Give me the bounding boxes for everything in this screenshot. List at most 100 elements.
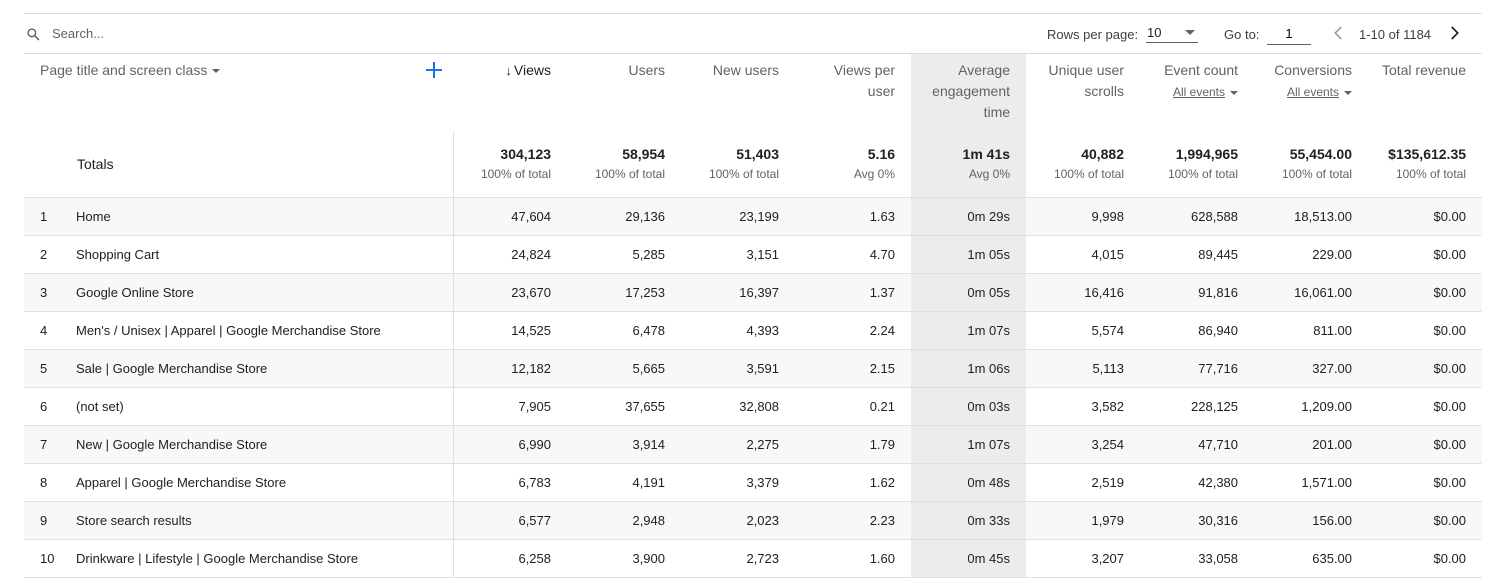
cell-avg-engagement-time: 0m 03s	[911, 387, 1027, 426]
cell-event-count: 42,380	[1140, 463, 1255, 502]
row-page-title[interactable]: Store search results	[76, 501, 454, 540]
cell-views: 23,670	[452, 273, 568, 312]
cell-total-revenue: $0.00	[1368, 349, 1483, 388]
cell-views: 6,783	[452, 463, 568, 502]
col-header-unique-user-scrolls[interactable]: Unique user scrolls	[1048, 62, 1125, 99]
cell-unique-user-scrolls: 4,015	[1026, 235, 1141, 274]
total-users: 58,954 100% of total	[567, 131, 682, 198]
total-conversions: 55,454.00 100% of total	[1254, 131, 1369, 198]
col-header-views[interactable]: ↓ Views	[505, 62, 552, 78]
row-page-title[interactable]: Shopping Cart	[76, 235, 454, 274]
table-row[interactable]: 1 Home 47,604 29,136 23,199 1.63 0m 29s …	[24, 197, 1483, 236]
cell-new-users: 3,151	[681, 235, 796, 274]
table-row[interactable]: 8 Apparel | Google Merchandise Store 6,7…	[24, 463, 1483, 502]
cell-unique-user-scrolls: 1,979	[1026, 501, 1141, 540]
cell-conversions: 811.00	[1254, 311, 1369, 350]
row-index: 8	[24, 463, 76, 502]
cell-conversions: 1,209.00	[1254, 387, 1369, 426]
table-row[interactable]: 9 Store search results 6,577 2,948 2,023…	[24, 501, 1483, 540]
cell-event-count: 86,940	[1140, 311, 1255, 350]
total-avg-engagement-time: 1m 41s Avg 0%	[911, 131, 1027, 198]
cell-views-per-user: 4.70	[795, 235, 912, 274]
row-page-title[interactable]: (not set)	[76, 387, 454, 426]
cell-avg-engagement-time: 1m 05s	[911, 235, 1027, 274]
cell-new-users: 2,275	[681, 425, 796, 464]
cell-avg-engagement-time: 0m 33s	[911, 501, 1027, 540]
add-dimension-icon[interactable]	[425, 61, 443, 79]
row-page-title[interactable]: Apparel | Google Merchandise Store	[76, 463, 454, 502]
cell-views: 6,258	[452, 539, 568, 578]
cell-total-revenue: $0.00	[1368, 387, 1483, 426]
cell-users: 5,665	[567, 349, 682, 388]
dimension-selector[interactable]: Page title and screen class	[40, 62, 221, 78]
cell-conversions: 635.00	[1254, 539, 1369, 578]
cell-total-revenue: $0.00	[1368, 273, 1483, 312]
cell-conversions: 201.00	[1254, 425, 1369, 464]
cell-new-users: 4,393	[681, 311, 796, 350]
row-page-title[interactable]: Google Online Store	[76, 273, 454, 312]
caret-down-icon	[1344, 90, 1353, 95]
table-row[interactable]: 4 Men's / Unisex | Apparel | Google Merc…	[24, 311, 1483, 350]
cell-views-per-user: 1.79	[795, 425, 912, 464]
col-header-event-count[interactable]: Event count All events	[1164, 62, 1239, 99]
totals-label: Totals	[24, 131, 454, 198]
dimension-label: Page title and screen class	[40, 62, 208, 78]
chevron-left-icon[interactable]	[1330, 24, 1348, 42]
col-header-total-revenue[interactable]: Total revenue	[1381, 62, 1467, 78]
row-page-title[interactable]: New | Google Merchandise Store	[76, 425, 454, 464]
row-page-title[interactable]: Home	[76, 197, 454, 236]
cell-avg-engagement-time: 0m 05s	[911, 273, 1027, 312]
cell-unique-user-scrolls: 2,519	[1026, 463, 1141, 502]
col-header-new-users[interactable]: New users	[712, 62, 780, 78]
row-page-title[interactable]: Drinkware | Lifestyle | Google Merchandi…	[76, 539, 454, 578]
cell-new-users: 23,199	[681, 197, 796, 236]
cell-event-count: 89,445	[1140, 235, 1255, 274]
cell-avg-engagement-time: 1m 06s	[911, 349, 1027, 388]
report-table-card: Rows per page: 10 Go to: 1-10 of 1184 Pa…	[24, 13, 1483, 578]
cell-conversions: 156.00	[1254, 501, 1369, 540]
goto-label: Go to:	[1224, 27, 1260, 42]
cell-views-per-user: 1.63	[795, 197, 912, 236]
arrow-down-icon: ↓	[505, 63, 512, 78]
cell-views-per-user: 2.24	[795, 311, 912, 350]
cell-total-revenue: $0.00	[1368, 463, 1483, 502]
row-index: 9	[24, 501, 76, 540]
cell-views-per-user: 1.60	[795, 539, 912, 578]
cell-avg-engagement-time: 1m 07s	[911, 425, 1027, 464]
event-filter-link[interactable]: All events	[1173, 85, 1239, 99]
table-row[interactable]: 3 Google Online Store 23,670 17,253 16,3…	[24, 273, 1483, 312]
cell-views-per-user: 1.62	[795, 463, 912, 502]
cell-conversions: 229.00	[1254, 235, 1369, 274]
cell-total-revenue: $0.00	[1368, 539, 1483, 578]
cell-views: 6,577	[452, 501, 568, 540]
col-header-users[interactable]: Users	[628, 62, 666, 78]
goto-page-input[interactable]	[1267, 22, 1311, 45]
chevron-right-icon[interactable]	[1445, 24, 1463, 42]
table-row[interactable]: 5 Sale | Google Merchandise Store 12,182…	[24, 349, 1483, 388]
cell-total-revenue: $0.00	[1368, 197, 1483, 236]
col-header-avg-engagement-time[interactable]: Average engagement time	[911, 54, 1027, 131]
table-row[interactable]: 7 New | Google Merchandise Store 6,990 3…	[24, 425, 1483, 464]
cell-views: 12,182	[452, 349, 568, 388]
row-page-title[interactable]: Men's / Unisex | Apparel | Google Mercha…	[76, 311, 454, 350]
table-row[interactable]: 2 Shopping Cart 24,824 5,285 3,151 4.70 …	[24, 235, 1483, 274]
table-row[interactable]: 10 Drinkware | Lifestyle | Google Mercha…	[24, 539, 1483, 578]
cell-unique-user-scrolls: 16,416	[1026, 273, 1141, 312]
conversion-filter-link[interactable]: All events	[1287, 85, 1353, 99]
cell-users: 29,136	[567, 197, 682, 236]
cell-new-users: 2,723	[681, 539, 796, 578]
rows-per-page-select[interactable]: 10	[1146, 22, 1198, 43]
search-input[interactable]	[50, 25, 354, 42]
cell-total-revenue: $0.00	[1368, 311, 1483, 350]
row-index: 5	[24, 349, 76, 388]
cell-views-per-user: 2.23	[795, 501, 912, 540]
total-views-per-user: 5.16 Avg 0%	[795, 131, 912, 198]
total-views: 304,123 100% of total	[452, 131, 568, 198]
col-header-conversions[interactable]: Conversions All events	[1274, 62, 1353, 99]
table-row[interactable]: 6 (not set) 7,905 37,655 32,808 0.21 0m …	[24, 387, 1483, 426]
caret-down-icon	[1230, 90, 1239, 95]
col-header-views-per-user[interactable]: Views per user	[833, 62, 896, 99]
row-page-title[interactable]: Sale | Google Merchandise Store	[76, 349, 454, 388]
cell-avg-engagement-time: 0m 48s	[911, 463, 1027, 502]
cell-avg-engagement-time: 1m 07s	[911, 311, 1027, 350]
